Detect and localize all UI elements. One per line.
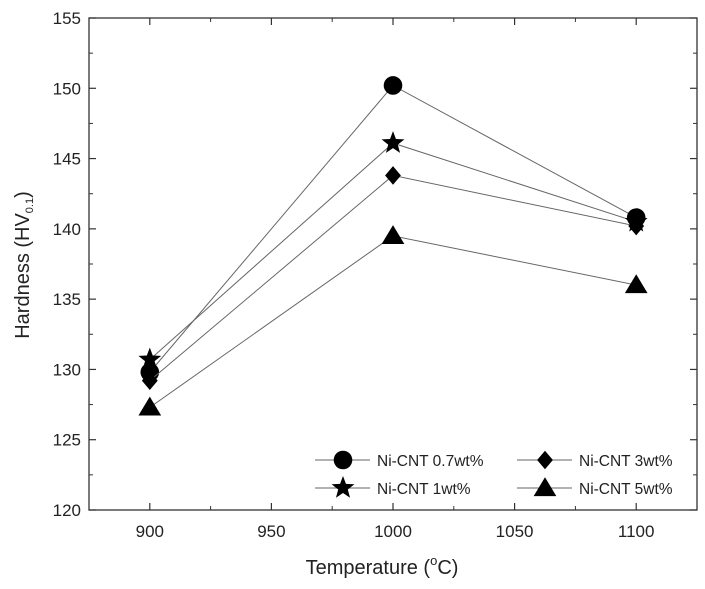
data-point-triangle bbox=[624, 274, 648, 294]
series-diamond bbox=[141, 166, 645, 390]
y-tick-label: 150 bbox=[53, 79, 81, 98]
legend-item: Ni-CNT 3wt% bbox=[517, 450, 673, 470]
y-tick-label: 135 bbox=[53, 290, 81, 309]
data-point-star bbox=[138, 347, 162, 370]
y-tick-label: 155 bbox=[53, 9, 81, 28]
y-axis-title-sub: 0.1 bbox=[24, 198, 36, 213]
y-axis-title: Hardness (HV0.1) bbox=[12, 191, 36, 339]
series-line bbox=[149, 235, 637, 408]
y-axis-title-main: Hardness (HV bbox=[12, 213, 34, 339]
legend-label: Ni-CNT 3wt% bbox=[579, 453, 673, 470]
y-axis-title-close: ) bbox=[12, 191, 34, 198]
x-tick-label: 1000 bbox=[374, 522, 412, 541]
legend: Ni-CNT 0.7wt% Ni-CNT 1wt% Ni-CNT 3wt% Ni-CN… bbox=[315, 450, 673, 498]
legend-label: Ni-CNT 1wt% bbox=[377, 481, 471, 498]
y-tick-label: 120 bbox=[53, 501, 81, 520]
data-point-star bbox=[381, 131, 405, 153]
x-axis-title-degree: o bbox=[430, 553, 437, 568]
data-point-diamond bbox=[385, 166, 401, 185]
data-point-triangle bbox=[138, 396, 162, 416]
y-tick-label: 125 bbox=[53, 431, 81, 450]
legend-item: Ni-CNT 0.7wt% bbox=[315, 450, 484, 470]
data-point-circle bbox=[383, 76, 403, 95]
legend-marker-star bbox=[331, 476, 355, 498]
series-line bbox=[149, 174, 637, 382]
y-tick-label: 130 bbox=[53, 360, 81, 379]
x-axis-title: Temperature (oC) bbox=[306, 553, 459, 579]
series-triangle bbox=[138, 225, 648, 416]
y-tick-label: 140 bbox=[53, 220, 81, 239]
data-point-diamond bbox=[141, 371, 158, 390]
x-axis-title-main: Temperature ( bbox=[306, 557, 431, 579]
y-tick-label: 145 bbox=[53, 150, 81, 169]
x-axis-title-unit: C) bbox=[437, 557, 458, 579]
data-point-triangle bbox=[381, 225, 405, 244]
legend-marker-triangle bbox=[533, 477, 557, 497]
x-tick-label: 900 bbox=[136, 522, 164, 541]
x-tick-label: 1100 bbox=[618, 522, 655, 541]
legend-label: Ni-CNT 0.7wt% bbox=[377, 453, 484, 470]
series-layer bbox=[138, 76, 648, 416]
x-tick-label: 1050 bbox=[496, 522, 534, 541]
axis-ticks: 120 125 130 135 140 145 150 155 900 950 1000 1050 11… bbox=[53, 9, 698, 541]
legend-marker-circle bbox=[333, 450, 353, 470]
data-point-diamond bbox=[628, 216, 645, 236]
legend-marker-diamond bbox=[537, 450, 553, 470]
x-tick-label: 950 bbox=[257, 522, 285, 541]
legend-item: Ni-CNT 5wt% bbox=[517, 477, 673, 498]
legend-label: Ni-CNT 5wt% bbox=[579, 481, 673, 498]
legend-item: Ni-CNT 1wt% bbox=[315, 476, 471, 498]
